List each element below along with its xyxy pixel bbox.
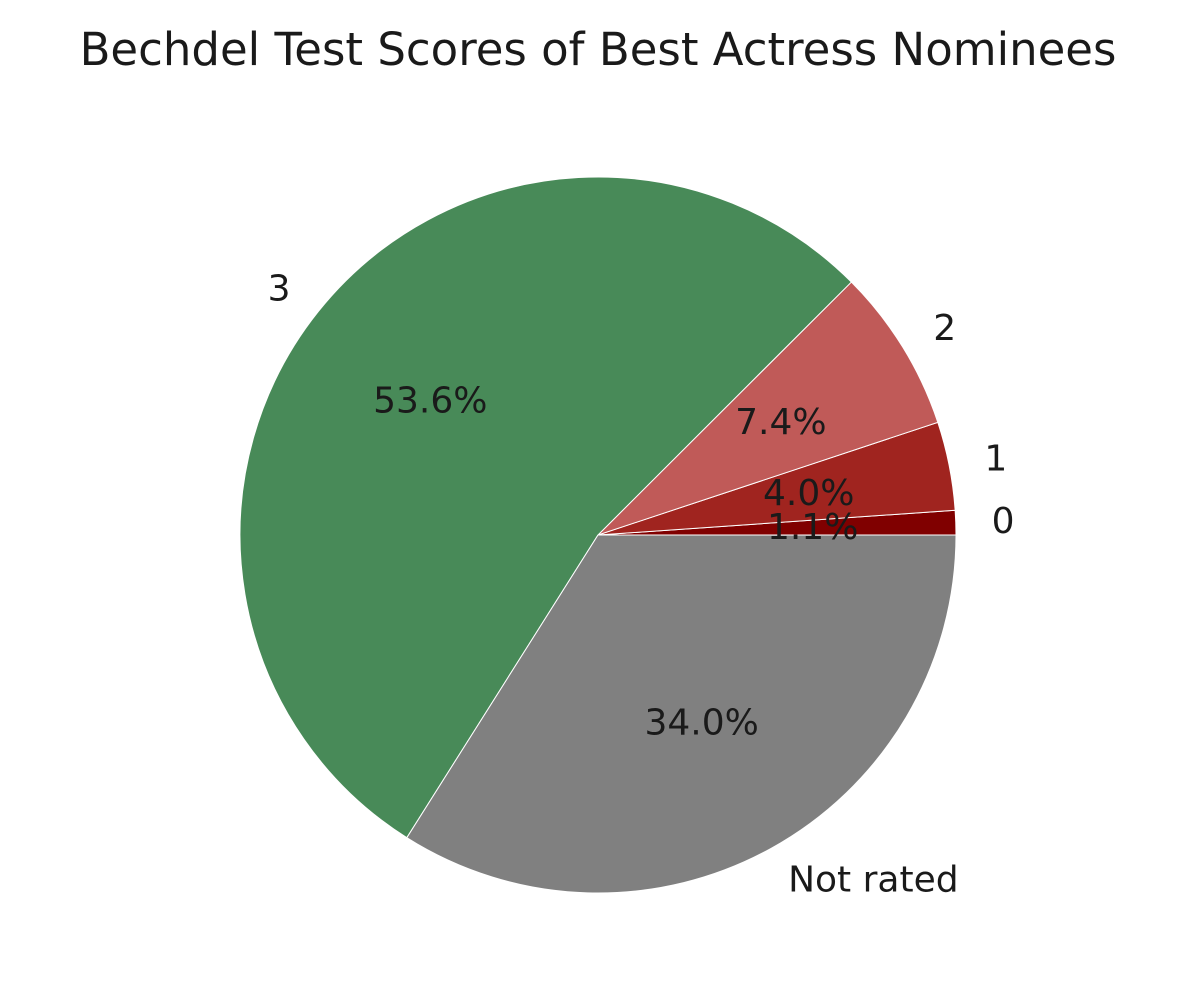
percent-label-2: 7.4% (735, 402, 826, 443)
percent-label-0: 1.1% (767, 507, 858, 548)
slice-labels: 0 1 2 3 Not rated (268, 268, 1015, 900)
pie-slice-3 (239, 176, 853, 839)
pie-slice-not-rated (406, 534, 957, 894)
slice-label-0: 0 (992, 501, 1015, 542)
slice-label-not-rated: Not rated (788, 859, 959, 900)
percent-labels: 1.1%4.0% 7.4% 53.6% 34.0% (373, 380, 858, 743)
percent-label-not-rated: 34.0% (644, 703, 758, 744)
slice-label-1: 1 (984, 438, 1007, 479)
percent-label-1: 4.0% (763, 473, 854, 514)
pie-slices (239, 176, 957, 894)
pie-slice-2 (597, 281, 939, 536)
slice-label-3: 3 (268, 268, 291, 309)
percent-label-3: 53.6% (373, 380, 487, 421)
chart-title: Bechdel Test Scores of Best Actress Nomi… (80, 23, 1117, 76)
slice-label-2: 2 (933, 308, 956, 349)
